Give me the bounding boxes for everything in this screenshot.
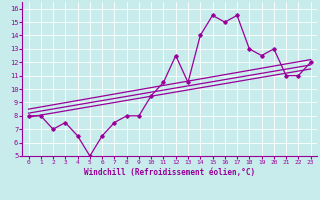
X-axis label: Windchill (Refroidissement éolien,°C): Windchill (Refroidissement éolien,°C)	[84, 168, 255, 177]
